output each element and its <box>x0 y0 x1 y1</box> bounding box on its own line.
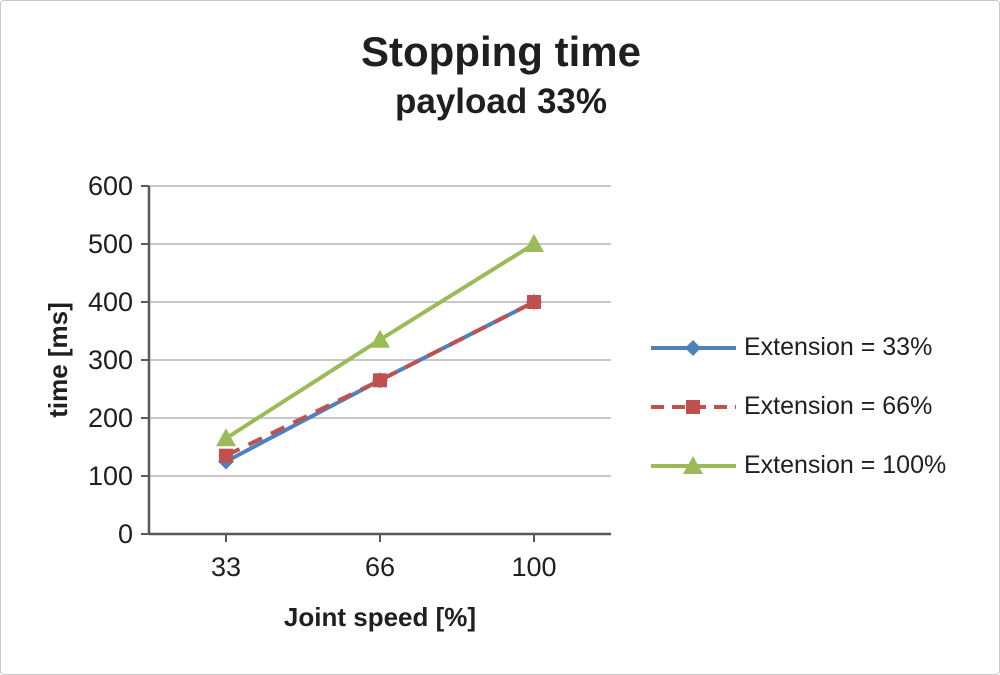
x-axis-title: Joint speed [%] <box>284 602 476 632</box>
series-marker-triangle <box>683 455 703 474</box>
series-line <box>225 300 535 458</box>
legend-label: Extension = 100% <box>744 451 947 479</box>
y-tick-label: 100 <box>88 461 133 491</box>
series-marker-triangle <box>524 234 544 252</box>
legend-key <box>651 399 736 414</box>
series-marker-diamond <box>685 339 701 356</box>
chart-title: Stopping time <box>361 28 641 75</box>
y-tick-label: 400 <box>88 287 133 317</box>
series-marker-square <box>219 448 233 463</box>
x-tick-label: 66 <box>365 552 395 582</box>
legend-key <box>651 339 736 356</box>
y-axis-title: time [ms] <box>43 302 73 418</box>
y-tick-label: 200 <box>88 403 133 433</box>
y-tick-label: 500 <box>88 229 133 259</box>
legend-item: Extension = 100% <box>651 451 946 480</box>
y-tick-label: 300 <box>88 345 133 375</box>
x-tick-label: 33 <box>211 552 241 582</box>
series-marker-square <box>527 295 541 309</box>
legend-label: Extension = 66% <box>744 392 933 420</box>
chart-subtitle: payload 33% <box>394 82 608 122</box>
legend-item: Extension = 66% <box>651 392 946 421</box>
series-marker-square <box>686 399 700 414</box>
legend-label: Extension = 33% <box>744 333 933 361</box>
series-marker-triangle <box>216 428 236 447</box>
series-marker-square <box>373 373 387 388</box>
legend-item: Extension = 33% <box>651 333 946 362</box>
y-tick-label: 0 <box>118 519 133 549</box>
x-tick-label: 100 <box>511 552 556 582</box>
title-block: Stopping time payload 33% <box>1 28 999 123</box>
y-tick-label: 600 <box>88 171 133 201</box>
series-marker-triangle <box>370 329 390 348</box>
legend-key <box>651 455 736 474</box>
legend: Extension = 33% Extension = 66% Extension … <box>651 333 946 480</box>
